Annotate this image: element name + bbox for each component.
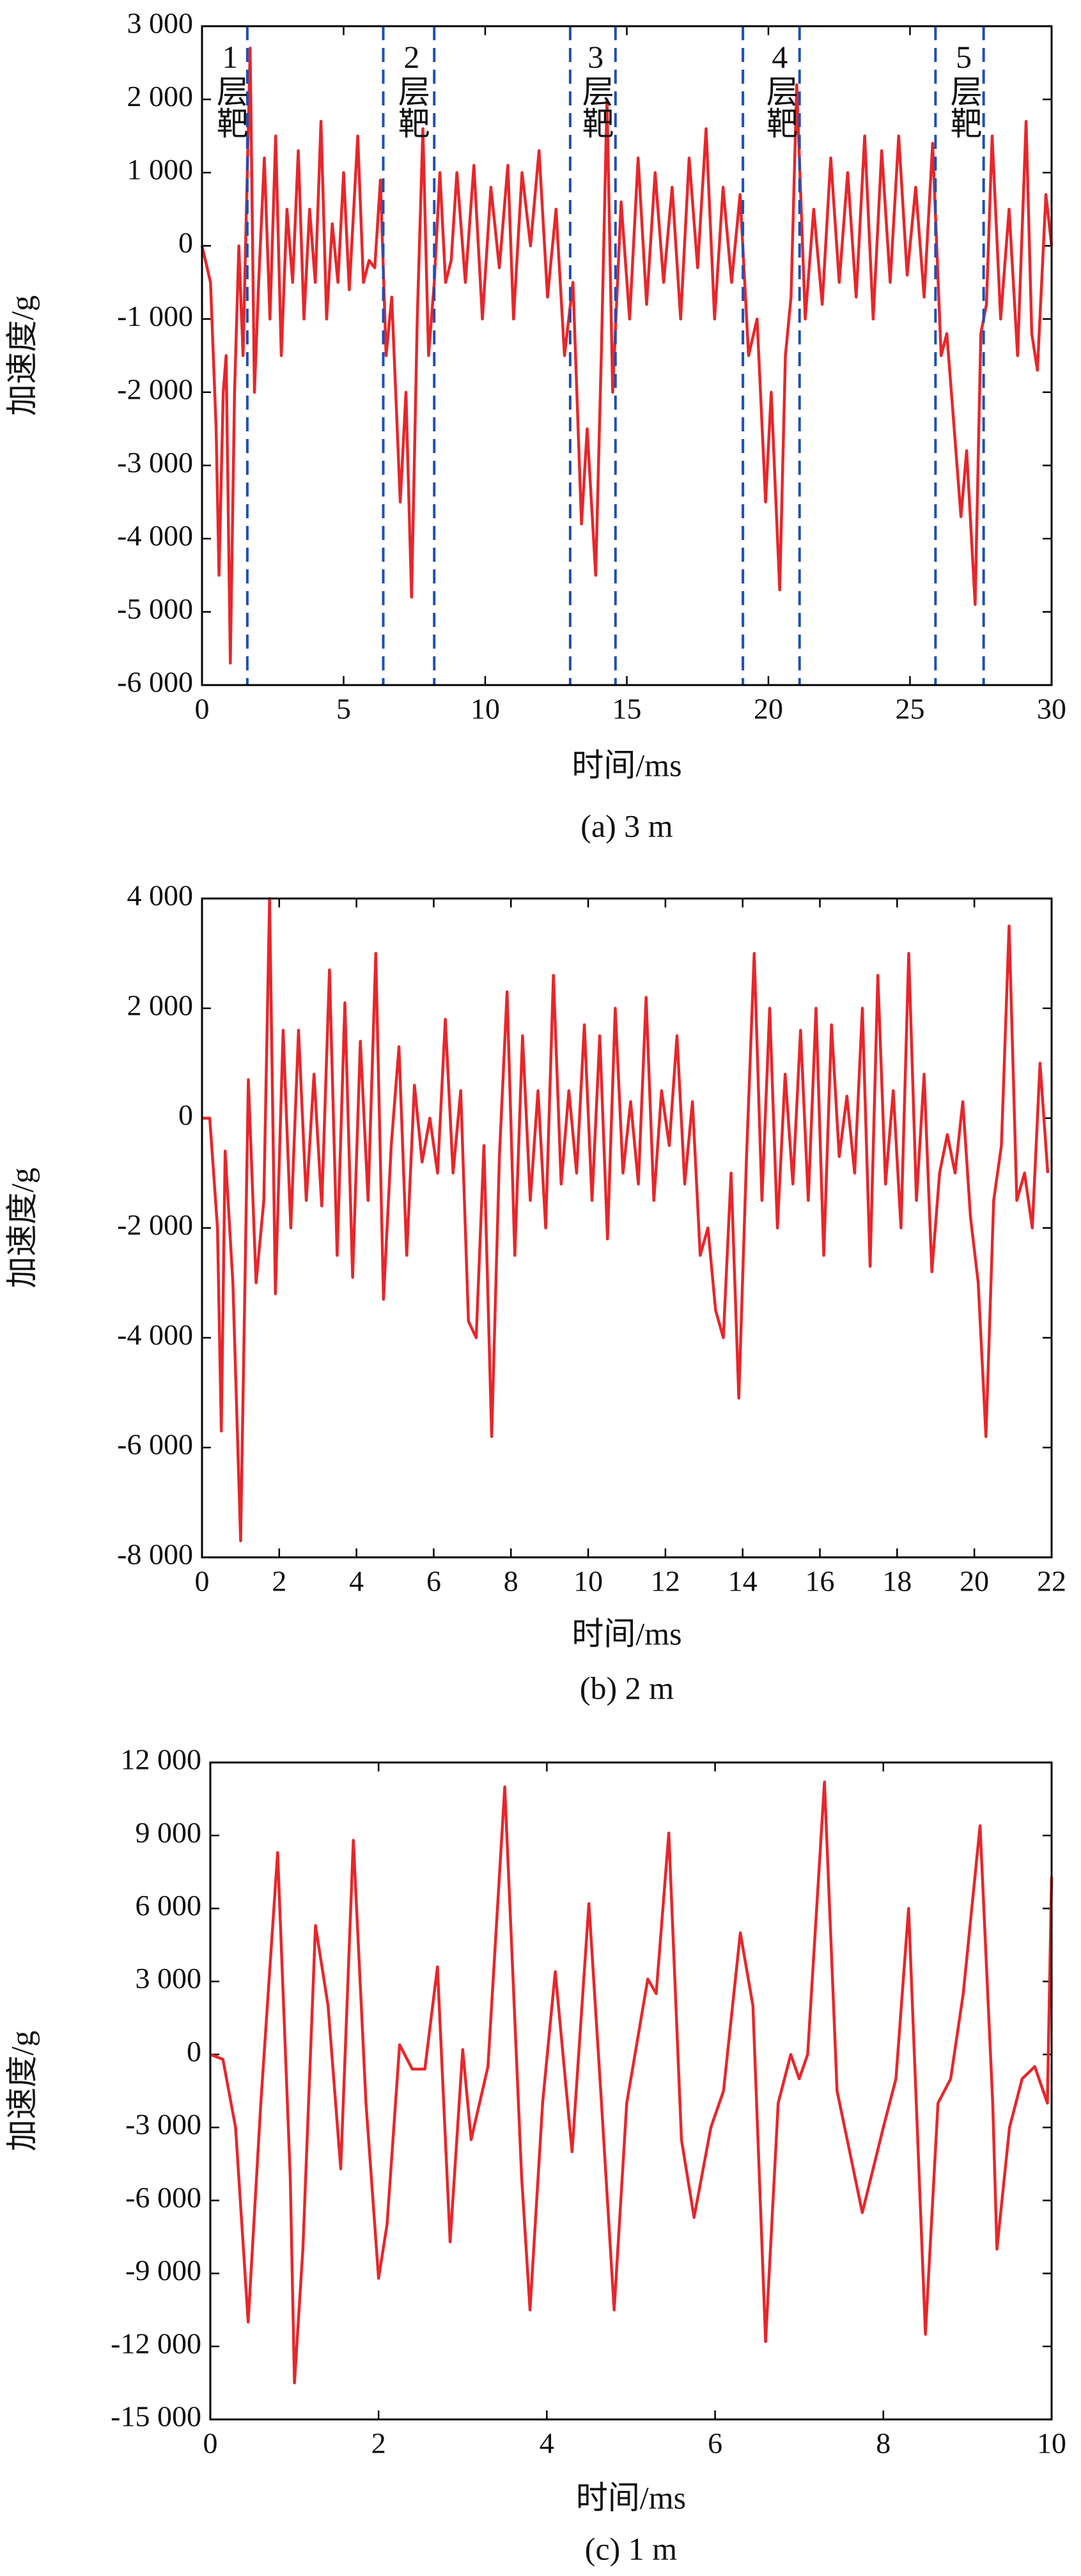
target-label: 1层靶 — [212, 39, 248, 139]
plot-frame — [201, 25, 1053, 686]
x-tick-label: 10 — [471, 693, 500, 725]
caption: (a) 3 m — [580, 808, 673, 844]
y-tick-label: -4 000 — [117, 1318, 193, 1351]
x-tick-label: 10 — [1037, 2427, 1066, 2460]
y-tick-label: -6 000 — [117, 1428, 193, 1461]
y-axis-title: 加速度/g — [4, 2031, 40, 2152]
x-tick-label: 4 — [540, 2427, 554, 2460]
data-line — [202, 897, 1050, 1543]
target-label: 5层靶 — [946, 39, 982, 139]
y-tick-label: -8 000 — [117, 1538, 193, 1571]
y-tick-label: -4 000 — [117, 519, 193, 551]
data-line — [200, 47, 1054, 665]
x-tick-label: 8 — [876, 2427, 890, 2460]
y-tick-label: 12 000 — [121, 1743, 202, 1776]
x-axis-title: 时间/ms — [576, 2480, 686, 2515]
y-tick-label: 0 — [187, 2035, 201, 2067]
y-tick-label: -3 000 — [125, 2108, 201, 2141]
y-axis-title: 加速度/g — [4, 1168, 40, 1288]
y-tick-label: -9 000 — [125, 2254, 201, 2287]
x-tick-label: 6 — [708, 2427, 722, 2460]
x-tick-label: 2 — [272, 1565, 286, 1598]
y-tick-label: 9 000 — [136, 1816, 202, 1849]
x-tick-label: 0 — [195, 693, 210, 725]
y-tick-label: 0 — [178, 226, 193, 259]
y-tick-label: 4 000 — [127, 879, 194, 912]
x-tick-label: 25 — [896, 693, 925, 725]
x-tick-label: 6 — [426, 1565, 441, 1598]
y-tick-label: 2 000 — [127, 989, 194, 1021]
x-tick-label: 18 — [882, 1565, 912, 1598]
plot-frame — [209, 1761, 1053, 2421]
y-axis-title: 加速度/g — [4, 295, 40, 416]
x-tick-label: 8 — [504, 1565, 518, 1598]
x-tick-label: 0 — [195, 1565, 210, 1598]
x-tick-label: 20 — [960, 1565, 989, 1598]
target-label: 2层靶 — [394, 39, 430, 139]
x-tick-label: 20 — [754, 693, 783, 725]
y-tick-label: 2 000 — [127, 80, 194, 112]
y-tick-label: -5 000 — [117, 592, 193, 625]
y-tick-label: 1 000 — [127, 153, 194, 186]
y-tick-label: -2 000 — [117, 1208, 193, 1241]
x-tick-label: 12 — [651, 1565, 680, 1598]
caption: (c) 1 m — [585, 2531, 677, 2566]
x-axis-title: 时间/ms — [572, 1616, 681, 1651]
y-tick-label: -2 000 — [117, 373, 193, 405]
x-tick-label: 22 — [1037, 1565, 1066, 1598]
y-tick-label: -3 000 — [117, 446, 193, 479]
y-tick-label: -15 000 — [111, 2400, 201, 2433]
y-tick-label: -1 000 — [117, 300, 193, 332]
caption: (b) 2 m — [580, 1670, 674, 1706]
y-tick-label: 0 — [178, 1099, 193, 1131]
x-tick-label: 10 — [573, 1565, 603, 1598]
y-tick-label: -12 000 — [111, 2327, 201, 2359]
plot-frame — [201, 897, 1053, 1559]
y-tick-label: -6 000 — [117, 666, 193, 698]
x-tick-label: 0 — [203, 2427, 218, 2460]
x-tick-label: 16 — [805, 1565, 835, 1598]
x-tick-label: 5 — [336, 693, 351, 725]
y-tick-label: 3 000 — [136, 1962, 202, 1994]
y-tick-label: 3 000 — [127, 7, 194, 40]
x-tick-label: 14 — [728, 1565, 758, 1598]
x-axis-title: 时间/ms — [572, 747, 681, 783]
x-tick-label: 30 — [1037, 693, 1066, 725]
target-label: 4层靶 — [762, 39, 798, 139]
target-label: 3层靶 — [578, 39, 614, 139]
x-tick-label: 2 — [371, 2427, 386, 2460]
x-tick-label: 15 — [612, 693, 642, 725]
y-tick-label: -6 000 — [125, 2181, 201, 2214]
x-tick-label: 4 — [349, 1565, 364, 1598]
y-tick-label: 6 000 — [136, 1889, 202, 1922]
data-line — [210, 1780, 1054, 2385]
